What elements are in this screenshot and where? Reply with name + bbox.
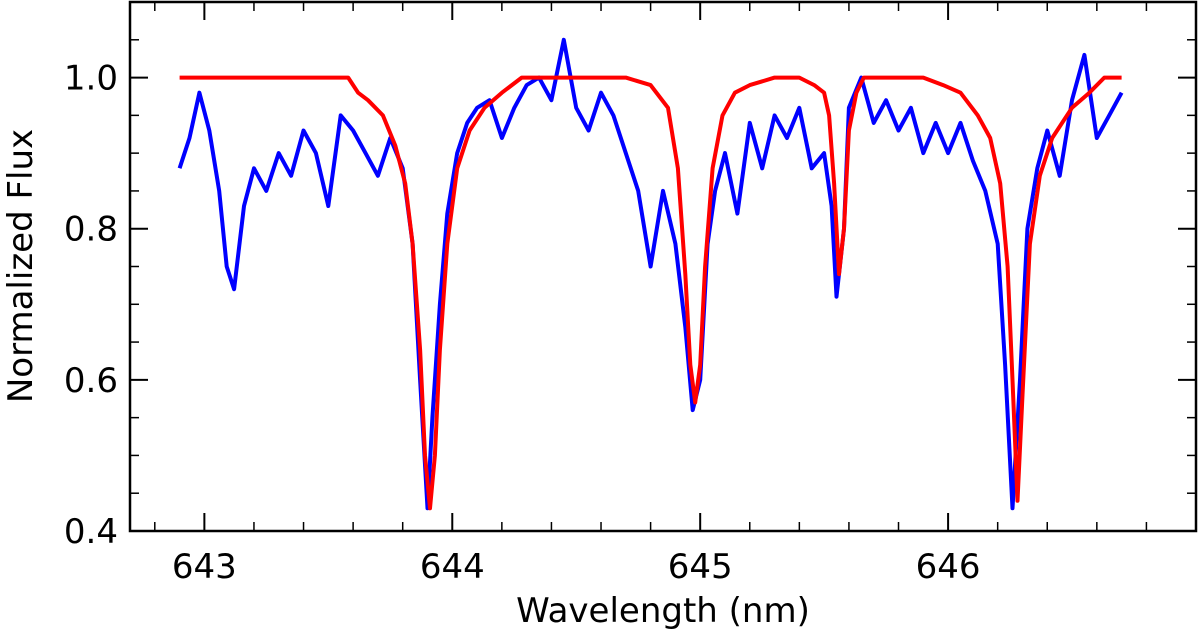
- y-tick-label: 0.8: [64, 210, 118, 250]
- series-layer: [177, 37, 1124, 511]
- y-tick-label: 0.6: [64, 361, 118, 401]
- x-tick-label: 643: [172, 547, 237, 587]
- y-axis-label: Normalized Flux: [1, 129, 41, 403]
- x-tick-label: 646: [916, 547, 981, 587]
- model-spectrum-line: [179, 75, 1122, 511]
- ticks-layer: 643 644 645 646 0.4 0.6 0.8 1.0: [64, 1, 1197, 587]
- x-axis-label: Wavelength (nm): [516, 591, 810, 631]
- plot-frame: [128, 0, 1198, 533]
- y-tick-label: 1.0: [64, 59, 118, 99]
- x-tick-label: 645: [668, 547, 733, 587]
- observed-spectrum-line: [177, 37, 1124, 511]
- y-tick-label: 0.4: [64, 512, 118, 552]
- x-tick-label: 644: [420, 547, 485, 587]
